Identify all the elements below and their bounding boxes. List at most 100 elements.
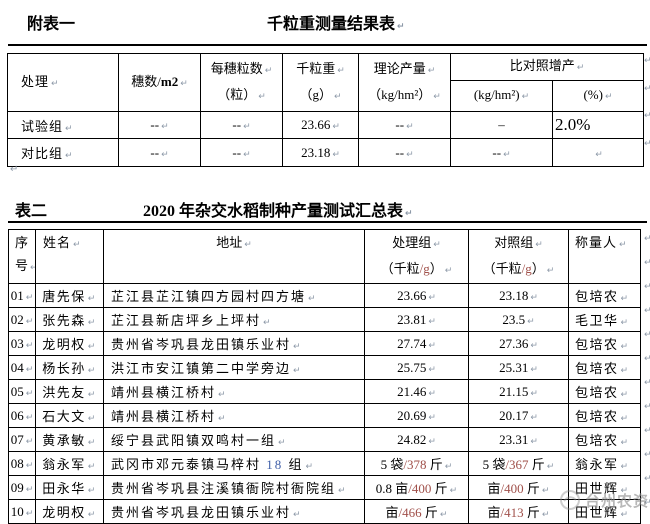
cell-treatment-value: 25.75 ↵ (364, 355, 469, 380)
paragraph-mark-icon: ↵ (620, 510, 630, 520)
paragraph-mark-icon: ↵ (87, 366, 97, 376)
paragraph-mark-icon: ↵ (337, 65, 345, 76)
paragraph-mark-icon: ↵ (620, 342, 630, 352)
table2-label: 表二 (15, 203, 48, 220)
paragraph-mark-icon: ↵ (644, 139, 650, 149)
paragraph-mark-icon: ↵ (433, 240, 441, 250)
cell-weigher: 毛卫华 ↵ (568, 307, 641, 332)
paragraph-mark-icon: ↵ (332, 122, 340, 132)
paragraph-mark-icon: ↵ (541, 510, 550, 520)
header-address: 地址 ↵ (103, 229, 365, 284)
paragraph-mark-icon: ↵ (87, 486, 97, 496)
cell-increase-kg: – (450, 111, 553, 139)
table-row: 04 ↵ 杨长孙 ↵ 洪江市安江镇第二中学旁边 ↵ 25.75 ↵ 25.31 ↵ 包培农… (8, 355, 641, 380)
cell-text: 包培农 (575, 361, 619, 376)
cell-text-red: /466 (398, 505, 422, 520)
cell-text: 翁永军 (575, 457, 619, 472)
table-row: 对比组 ↵ -- ↵ -- ↵ 23.18 ↵ -- ↵ -- ↵ ↵ (7, 138, 644, 167)
cell-text: 贵州省岑巩县注溪镇衙院村衙院组 (111, 481, 337, 496)
cell-yield: -- ↵ (358, 111, 451, 139)
cell-text: 亩 (487, 505, 501, 520)
cell-no: 03 ↵ (8, 331, 36, 356)
cell-text: 洪江市安江镇第二中学旁边 (111, 361, 292, 376)
title1-underline (8, 44, 647, 46)
cell-no: 02 ↵ (8, 307, 36, 332)
cell-tgw: 23.18 ↵ (282, 138, 359, 167)
cell-control-value: 23.31 ↵ (468, 427, 569, 452)
cell-text: 斤 (528, 457, 545, 472)
cell-text: 09 (10, 479, 24, 495)
cell-name: 石大文 ↵ (35, 403, 104, 428)
header-text: 号 (15, 258, 29, 273)
paragraph-mark-icon: ↵ (218, 390, 228, 400)
header-increase-pct: (%) ↵ (552, 80, 644, 112)
header-name: 姓名 ↵ (35, 229, 104, 284)
paragraph-mark-icon: ↵ (530, 388, 538, 399)
cell-text: 靖州县横江桥村 (111, 385, 217, 400)
header-text: （千粒 (380, 261, 420, 276)
cell-text: 04 (10, 359, 24, 375)
header-unit-red: /g (521, 261, 532, 276)
cell-text: 唐先保 (42, 289, 86, 304)
paragraph-mark-icon: ↵ (25, 508, 34, 519)
header-text-bold: m2 (160, 73, 179, 89)
cell-address: 武冈市邓元泰镇马梓村 18 组 ↵ (103, 451, 365, 476)
cell-weigher: 田世辉 ↵ (568, 475, 641, 500)
paragraph-mark-icon: ↵ (644, 498, 650, 508)
cell-name: 黄承敏 ↵ (35, 427, 104, 452)
cell-text: 08 (10, 455, 24, 471)
table-row: 08 ↵ 翁永军 ↵ 武冈市邓元泰镇马梓村 18 组 ↵ 5 袋/378 斤 ↵ 5 袋… (8, 451, 641, 476)
cell-grains: -- ↵ (200, 111, 283, 139)
paragraph-mark-icon: ↵ (25, 388, 34, 399)
paragraph-mark-icon: ↵ (604, 92, 613, 102)
cell-no: 06 ↵ (8, 403, 36, 428)
paragraph-mark-icon: ↵ (25, 316, 34, 327)
cell-increase-pct: ↵ (552, 138, 644, 167)
cell-panicles: -- ↵ (118, 138, 201, 167)
paragraph-mark-icon: ↵ (619, 240, 628, 250)
cell-address: 芷江县芷江镇四方园村四方塘 ↵ (103, 283, 365, 308)
paragraph-mark-icon: ↵ (87, 462, 97, 472)
cell-no: 01 ↵ (8, 283, 36, 308)
header-text: （粒） (217, 86, 257, 102)
paragraph-mark-icon: ↵ (25, 460, 34, 471)
cell-text: 包培农 (575, 289, 619, 304)
paragraph-mark-icon: ↵ (530, 340, 538, 351)
header-increase-vs-control-group: 比对照增产 ↵ (450, 53, 644, 81)
paragraph-mark-icon: ↵ (87, 294, 97, 304)
cell-control-value: 23.18 ↵ (468, 283, 569, 308)
cell-name: 翁永军 ↵ (35, 451, 104, 476)
cell-text: 0.8 亩 (375, 481, 409, 496)
paragraph-mark-icon: ↵ (444, 266, 453, 276)
cell-text: 24.82 (397, 431, 427, 447)
paragraph-mark-icon: ↵ (449, 486, 458, 496)
table-row: 07 ↵ 黄承敏 ↵ 绥宁县武阳镇双鸣村一组 ↵ 24.82 ↵ 23.31 ↵ 包培农 ↵ (8, 427, 641, 452)
paragraph-mark-icon: ↵ (263, 318, 273, 328)
cell-text-number: 18 (266, 457, 284, 472)
cell-text: 23.18 (499, 287, 529, 303)
cell-address: 绥宁县武阳镇双鸣村一组 ↵ (103, 427, 365, 452)
paragraph-mark-icon: ↵ (439, 510, 448, 520)
table2-title: 2020 年杂交水稻制种产量测试汇总表 ↵ (143, 197, 413, 221)
header-panicles-per-m2: 穗数/m2 ↵ (118, 53, 201, 112)
paragraph-mark-icon: ↵ (595, 149, 603, 160)
table-row: 01 ↵ 唐先保 ↵ 芷江县芷江镇四方园村四方塘 ↵ 23.66 ↵ 23.18 ↵ 包培… (8, 283, 641, 308)
paragraph-mark-icon: ↵ (644, 426, 650, 436)
cell-treatment: 对比组 ↵ (7, 138, 119, 167)
header-unit-red: /g (419, 261, 430, 276)
cell-treatment-value: 20.69 ↵ (364, 403, 469, 428)
table1-label: 附表一 (27, 16, 76, 33)
paragraph-mark-icon: ↵ (620, 366, 630, 376)
paragraph-mark-icon: ↵ (620, 486, 630, 496)
cell-control-value: 23.5 ↵ (468, 307, 569, 332)
cell-name: 洪先友 ↵ (35, 379, 104, 404)
cell-text: 5 袋 (482, 457, 506, 472)
paragraph-mark-icon: ↵ (530, 412, 538, 423)
cell-address: 贵州省岑巩县龙田镇乐业村 ↵ (103, 499, 365, 524)
cell-text: 贵州省岑巩县龙田镇乐业村 (111, 505, 292, 520)
title2-underline (8, 221, 647, 223)
cell-text: 对比组 (21, 146, 64, 161)
cell-control-value: 亩/400 斤 ↵ (468, 475, 569, 500)
paragraph-mark-icon: ↵ (521, 92, 530, 102)
paragraph-mark-icon: ↵ (161, 122, 169, 132)
